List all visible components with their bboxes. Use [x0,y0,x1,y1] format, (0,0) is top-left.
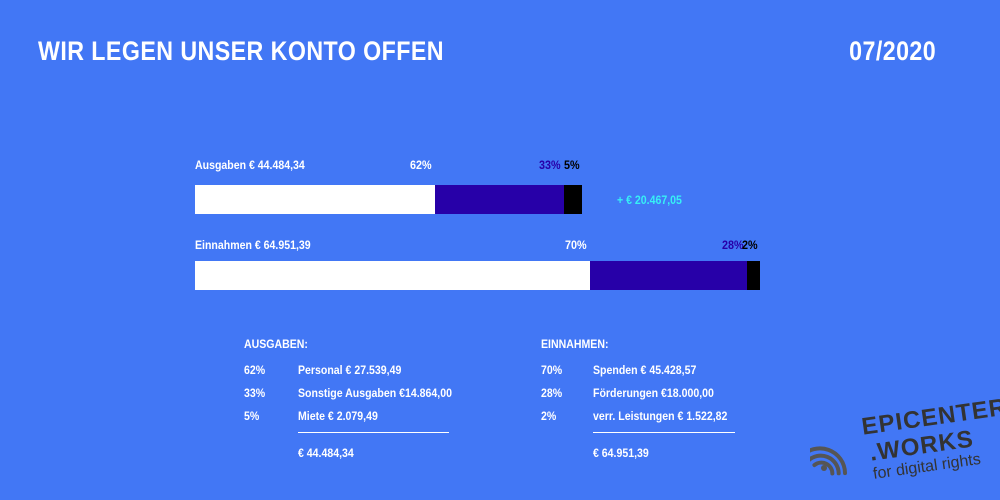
bar-ausgaben [195,185,582,214]
pct-label-personal: 62% [409,158,432,172]
legend-einnahmen-pct-2: 2% [541,409,557,423]
bar-segment-förderungen [590,261,747,290]
legend-einnahmen: EINNAHMEN: [541,337,618,351]
legend-ausgaben: AUSGABEN: [244,337,317,351]
legend-ausgaben-text-1: Sonstige Ausgaben €14.864,00 [298,386,452,400]
difference-annotation: + € 20.467,05 [617,193,682,207]
bar-segment-verr-leistungen [746,261,760,290]
report-date: 07/2020 [849,36,936,66]
legend-einnahmen-pct-0: 70% [541,363,563,377]
legend-einnahmen-total: € 64.951,39 [593,446,649,460]
wifi-signal-icon [810,446,848,476]
legend-ausgaben-pct-0: 62% [244,363,266,377]
bar-segment-spenden [195,261,591,290]
legend-ausgaben-text-2: Miete € 2.079,49 [298,409,378,423]
legend-einnahmen-pct-1: 28% [541,386,563,400]
legend-ausgaben-rule [298,432,449,433]
bar-label-ausgaben: Ausgaben € 44.484,34 [195,158,305,172]
bar-segment-miete [563,185,582,214]
bar-segment-sonstige-ausgaben [434,185,564,214]
legend-einnahmen-text-2: verr. Leistungen € 1.522,82 [593,409,728,423]
bar-einnahmen [195,261,760,290]
bar-label-einnahmen: Einnahmen € 64.951,39 [195,238,311,252]
pct-label-spenden: 70% [565,238,587,252]
pct-label-sonstige-ausgaben: 33% [538,158,561,172]
legend-ausgaben-header: AUSGABEN: [244,337,308,351]
pct-label-miete: 5% [563,158,580,172]
legend-ausgaben-text-0: Personal € 27.539,49 [298,363,402,377]
legend-einnahmen-text-1: Förderungen €18.000,00 [593,386,714,400]
legend-einnahmen-text-0: Spenden € 45.428,57 [593,363,697,377]
legend-einnahmen-header: EINNAHMEN: [541,337,609,351]
legend-ausgaben-total: € 44.484,34 [298,446,354,460]
legend-ausgaben-pct-2: 5% [244,409,260,423]
pct-label-verr-leistungen: 2% [742,238,758,252]
legend-ausgaben-pct-1: 33% [244,386,266,400]
page-title: WIR LEGEN UNSER KONTO OFFEN [38,36,444,66]
legend-einnahmen-rule [593,432,735,433]
bar-segment-personal [195,185,435,214]
pct-label-förderungen: 28% [721,238,744,252]
epicenter-works-logo: EPICENTER .WORKS for digital rights [810,394,1000,495]
